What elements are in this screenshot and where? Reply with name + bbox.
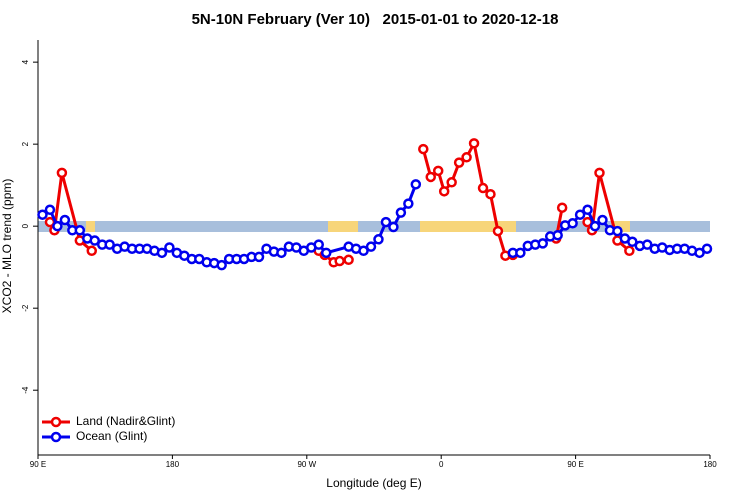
- ocean-strip: [38, 221, 710, 232]
- y-axis-label: XCO2 - MLO trend (ppm): [0, 179, 14, 314]
- y-tick-label: 4: [21, 59, 30, 64]
- data-point: [164, 242, 175, 253]
- data-point: [701, 243, 713, 254]
- legend-marker: [50, 416, 62, 428]
- data-point: [461, 152, 472, 163]
- data-point: [453, 157, 465, 168]
- y-tick-label: 2: [21, 141, 30, 146]
- data-point: [515, 247, 526, 259]
- y-tick-label: 0: [21, 223, 30, 228]
- legend-marker: [50, 431, 62, 443]
- data-point: [410, 179, 422, 190]
- x-tick-label: 90 E: [567, 460, 583, 469]
- data-point: [373, 234, 384, 245]
- x-tick-label: 0: [439, 460, 444, 469]
- data-point: [552, 229, 563, 241]
- data-point: [425, 171, 436, 183]
- data-point: [52, 220, 63, 232]
- y-tick-label: -4: [21, 386, 30, 394]
- data-point: [89, 235, 100, 246]
- data-point: [574, 209, 586, 220]
- data-point: [485, 188, 496, 200]
- data-point: [612, 225, 623, 237]
- y-tick-label: -2: [21, 304, 30, 312]
- data-point: [418, 143, 429, 155]
- data-point: [403, 198, 414, 209]
- data-point: [589, 220, 601, 232]
- data-point: [468, 138, 480, 149]
- land-patch: [420, 221, 516, 232]
- data-point: [388, 221, 399, 233]
- data-point: [597, 214, 608, 226]
- data-point: [313, 239, 324, 250]
- land-patch: [612, 221, 630, 232]
- data-point: [320, 247, 332, 259]
- data-point: [365, 241, 377, 252]
- data-point: [492, 225, 504, 237]
- data-point: [556, 202, 568, 213]
- x-tick-label: 90 W: [297, 460, 316, 469]
- x-axis-label: Longitude (deg E): [326, 476, 421, 490]
- data-point: [642, 239, 653, 250]
- data-point: [395, 207, 407, 218]
- data-point: [358, 245, 369, 257]
- data-point: [477, 182, 489, 194]
- data-point: [216, 259, 227, 271]
- data-point: [343, 254, 354, 266]
- data-point: [432, 165, 444, 177]
- data-point: [156, 247, 168, 259]
- legend-label: Land (Nadir&Glint): [76, 414, 175, 428]
- data-point: [253, 251, 265, 263]
- data-point: [276, 247, 287, 259]
- data-point: [438, 186, 450, 197]
- data-point: [694, 247, 705, 259]
- data-point: [582, 204, 593, 216]
- data-point: [537, 238, 548, 249]
- data-point: [334, 255, 345, 267]
- data-point: [594, 167, 605, 179]
- data-point: [446, 177, 457, 188]
- data-point: [627, 236, 638, 248]
- data-point: [624, 245, 635, 257]
- x-tick-label: 90 E: [30, 460, 46, 469]
- legend-label: Ocean (Glint): [76, 429, 147, 443]
- data-point: [56, 167, 68, 179]
- map-strip: [38, 221, 710, 232]
- x-tick-label: 180: [703, 460, 717, 469]
- data-point: [104, 239, 115, 250]
- land-patch: [86, 221, 95, 232]
- land-patch: [328, 221, 358, 232]
- data-point: [74, 225, 86, 236]
- data-point: [380, 216, 392, 228]
- data-point: [567, 218, 578, 229]
- x-tick-label: 180: [166, 460, 180, 469]
- data-point: [59, 214, 71, 226]
- chart-title: 5N-10N February (Ver 10) 2015-01-01 to 2…: [192, 11, 559, 28]
- data-point: [44, 204, 56, 216]
- data-point: [37, 209, 48, 220]
- data-point: [86, 245, 98, 257]
